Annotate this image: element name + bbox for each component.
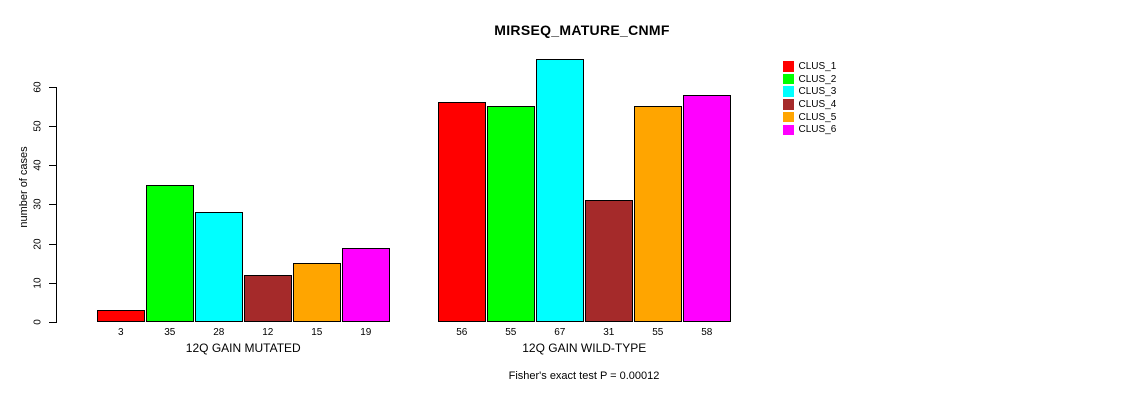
bar-clus_3-group1 <box>195 212 243 322</box>
legend-swatch-clus_4 <box>783 99 794 110</box>
bar-value-label: 55 <box>505 327 517 338</box>
group-label-1: 12Q GAIN MUTATED <box>185 341 301 355</box>
bar-value-label: 15 <box>311 327 323 338</box>
bar-value-label: 12 <box>262 327 274 338</box>
y-tick-label: 30 <box>32 198 44 210</box>
legend-swatch-clus_2 <box>783 73 794 85</box>
group-label-2: 12Q GAIN WILD-TYPE <box>522 341 647 355</box>
bar-value-label: 58 <box>701 327 713 338</box>
y-tick-label: 50 <box>32 120 44 132</box>
bar-clus_1-group1 <box>97 310 145 322</box>
y-tick-mark <box>49 165 56 167</box>
bar-value-label: 31 <box>603 327 615 338</box>
bar-clus_2-group1 <box>146 184 194 322</box>
bar-clus_5-group1 <box>293 263 341 322</box>
bar-value-label: 28 <box>213 327 225 338</box>
bar-clus_4-group2 <box>585 200 633 322</box>
y-tick-mark <box>49 243 56 245</box>
bar-clus_5-group2 <box>634 106 682 322</box>
chart-title: MIRSEQ_MATURE_CNMF <box>494 22 670 38</box>
legend-row-clus_1: CLUS_1 <box>783 60 836 73</box>
legend-swatch-clus_3 <box>783 86 794 97</box>
bar-value-label: 3 <box>117 327 124 338</box>
legend-row-clus_4: CLUS_4 <box>783 98 836 111</box>
legend-label: CLUS_4 <box>798 98 837 110</box>
legend-swatch-clus_6 <box>783 124 794 136</box>
legend-swatch-clus_5 <box>783 111 794 123</box>
bar-clus_6-group1 <box>342 247 390 322</box>
legend-label: CLUS_1 <box>798 60 837 72</box>
bar-value-label: 67 <box>554 327 566 338</box>
y-tick-mark <box>49 322 56 323</box>
bar-value-label: 35 <box>164 327 176 338</box>
legend-row-clus_2: CLUS_2 <box>783 73 836 86</box>
legend-label: CLUS_6 <box>798 124 837 136</box>
y-tick-mark <box>49 204 56 206</box>
legend-row-clus_3: CLUS_3 <box>783 85 836 98</box>
y-tick-label: 0 <box>32 319 44 325</box>
bar-value-label: 56 <box>456 327 468 338</box>
bar-clus_4-group1 <box>244 274 292 322</box>
legend-label: CLUS_5 <box>798 111 837 123</box>
bar-clus_1-group2 <box>438 102 486 322</box>
bar-value-label: 19 <box>360 327 372 338</box>
y-tick-mark <box>49 86 56 88</box>
y-axis-line <box>56 86 57 323</box>
legend-label: CLUS_3 <box>798 86 837 98</box>
y-tick-label: 60 <box>32 81 44 93</box>
legend-label: CLUS_2 <box>798 73 837 85</box>
bar-value-label: 55 <box>652 327 664 338</box>
y-tick-mark <box>49 126 56 127</box>
y-tick-label: 40 <box>32 159 44 171</box>
y-tick-label: 10 <box>32 277 44 289</box>
y-tick-mark <box>49 282 56 284</box>
legend-row-clus_5: CLUS_5 <box>783 111 836 124</box>
annotation-fisher-test: Fisher's exact test P = 0.00012 <box>508 370 660 382</box>
legend-swatch-clus_1 <box>783 61 794 72</box>
legend: CLUS_1 CLUS_2 CLUS_3 CLUS_4 CLUS_5 CLUS_6 <box>783 60 836 136</box>
y-tick-label: 20 <box>32 238 44 250</box>
bar-clus_2-group2 <box>487 106 535 322</box>
legend-row-clus_6: CLUS_6 <box>783 123 836 136</box>
bar-clus_6-group2 <box>683 94 731 322</box>
bar-clus_3-group2 <box>536 59 584 322</box>
